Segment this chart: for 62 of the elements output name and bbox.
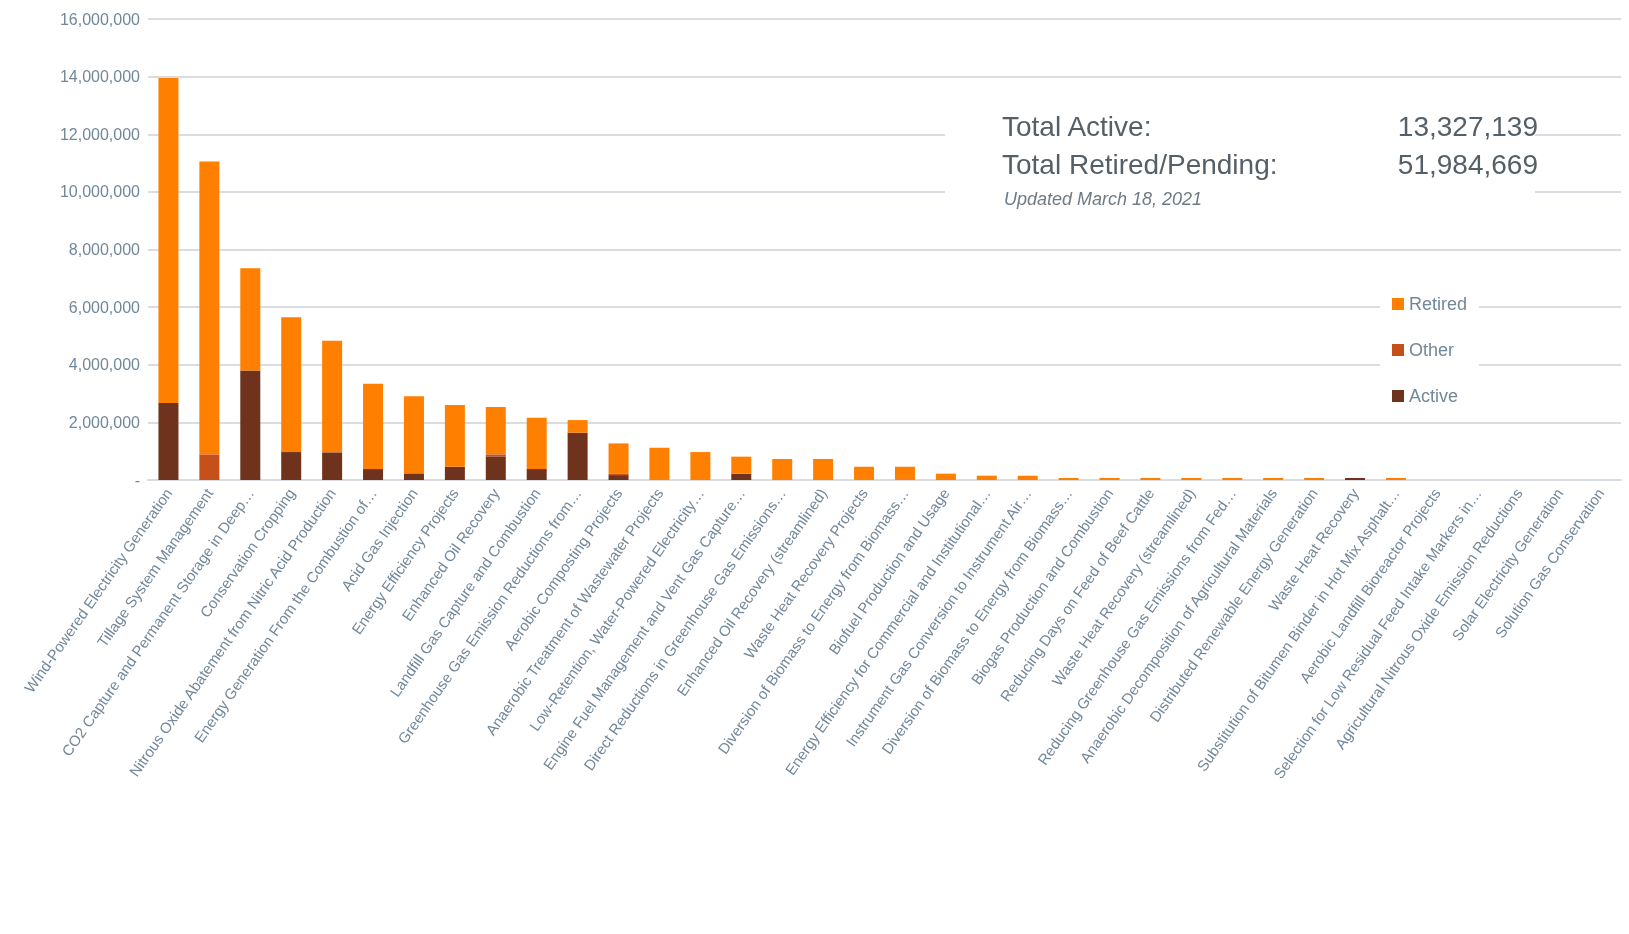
bar — [1017, 475, 1038, 480]
bar — [281, 452, 302, 480]
bar — [935, 473, 956, 480]
bar — [690, 452, 711, 480]
bar — [608, 443, 629, 474]
bar — [1222, 477, 1243, 480]
y-tick-label: 16,000,000 — [59, 10, 141, 28]
legend-label: Active — [1408, 386, 1459, 406]
bar — [444, 466, 465, 480]
bar — [240, 268, 261, 371]
bar — [567, 420, 588, 433]
bar — [526, 469, 547, 480]
bar — [363, 383, 384, 470]
bar — [485, 407, 506, 455]
y-tick-label: 10,000,000 — [59, 183, 141, 201]
bar — [485, 454, 506, 457]
y-tick-label: 12,000,000 — [59, 125, 141, 143]
bar — [322, 452, 343, 480]
bar — [1304, 477, 1325, 480]
bar — [894, 466, 915, 480]
bar — [854, 466, 875, 480]
bar — [199, 454, 220, 480]
bar — [608, 475, 629, 480]
bar — [403, 473, 424, 480]
bar — [1263, 477, 1284, 480]
y-tick-label: 8,000,000 — [68, 241, 141, 258]
bar — [731, 473, 752, 480]
bar — [1385, 477, 1406, 480]
bar — [403, 396, 424, 474]
bar — [1140, 477, 1161, 480]
annotation: 13,327,139 — [1397, 110, 1538, 142]
bar — [1181, 477, 1202, 480]
legend-label: Other — [1408, 340, 1455, 360]
y-tick-label: 2,000,000 — [68, 413, 141, 431]
bar — [158, 403, 179, 480]
y-tick-label: - — [134, 471, 140, 489]
y-tick-label: 4,000,000 — [68, 356, 141, 374]
annotation: 51,984,669 — [1397, 148, 1538, 180]
bar — [567, 432, 588, 480]
bar — [1058, 477, 1079, 480]
annotation: Updated March 18, 2021 — [1004, 189, 1203, 209]
bar — [322, 340, 343, 453]
bar — [444, 405, 465, 467]
legend-label: Retired — [1408, 294, 1468, 314]
bar — [731, 456, 752, 474]
bar — [485, 456, 506, 480]
annotation: Total Active: — [1002, 110, 1152, 142]
bar — [813, 458, 834, 480]
bar — [526, 417, 547, 470]
bar — [1345, 477, 1366, 480]
bar — [772, 458, 793, 480]
bar — [240, 370, 261, 480]
y-tick-label: 14,000,000 — [59, 68, 141, 86]
bar — [158, 78, 179, 404]
bar — [199, 161, 220, 455]
bar — [363, 469, 384, 480]
bar — [281, 317, 302, 453]
bar — [649, 447, 670, 480]
bar — [1099, 477, 1120, 480]
bar — [976, 475, 997, 480]
y-tick-label: 6,000,000 — [68, 298, 141, 316]
annotation: Total Retired/Pending: — [1002, 148, 1278, 180]
